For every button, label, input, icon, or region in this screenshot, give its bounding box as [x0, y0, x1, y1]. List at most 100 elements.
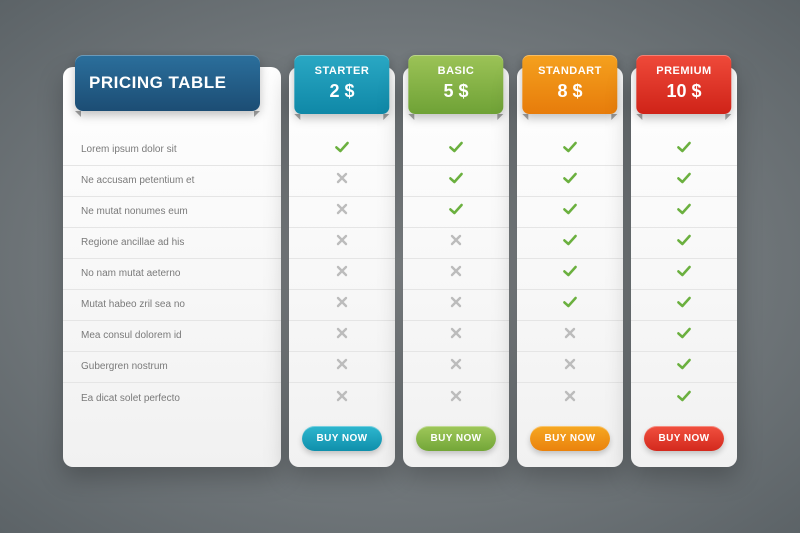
plan-column: STARTER 2 $ BUY NOW: [289, 67, 395, 467]
cross-icon: [334, 201, 350, 222]
buy-now-button[interactable]: BUY NOW: [416, 426, 497, 451]
check-icon: [562, 170, 578, 191]
plan-name: BASIC: [408, 65, 503, 77]
cross-icon: [448, 325, 464, 346]
check-icon: [562, 232, 578, 253]
header-ribbon: PRICING TABLE: [75, 55, 260, 111]
cross-icon: [562, 325, 578, 346]
buy-now-button[interactable]: BUY NOW: [302, 426, 383, 451]
plan-cell: [289, 135, 395, 166]
check-icon: [676, 139, 692, 160]
check-icon: [448, 139, 464, 160]
plan-cell: [403, 259, 509, 290]
check-icon: [676, 388, 692, 409]
cross-icon: [562, 388, 578, 409]
cross-icon: [334, 294, 350, 315]
check-icon: [448, 201, 464, 222]
plan-name: STANDART: [522, 65, 617, 77]
plan-cell: [517, 135, 623, 166]
plan-ribbon: BASIC 5 $: [408, 55, 503, 114]
check-icon: [676, 325, 692, 346]
plan-cell: [289, 197, 395, 228]
plan-cell: [403, 197, 509, 228]
cross-icon: [334, 325, 350, 346]
check-icon: [448, 170, 464, 191]
features-column: PRICING TABLE Lorem ipsum dolor sitNe ac…: [63, 67, 281, 467]
plan-cell: [517, 197, 623, 228]
plan-cell: [631, 228, 737, 259]
cross-icon: [448, 356, 464, 377]
plan-cell: [289, 383, 395, 414]
plan-cell: [403, 290, 509, 321]
plan-price: 8 $: [522, 81, 617, 102]
plan-cell: [517, 321, 623, 352]
plan-cell: [631, 352, 737, 383]
feature-label: Gubergren nostrum: [63, 352, 281, 383]
pricing-title: PRICING TABLE: [89, 73, 226, 92]
plan-cell: [631, 135, 737, 166]
cross-icon: [448, 294, 464, 315]
plan-name: PREMIUM: [636, 65, 731, 77]
cross-icon: [562, 356, 578, 377]
plan-cell: [403, 352, 509, 383]
feature-label: Lorem ipsum dolor sit: [63, 135, 281, 166]
plan-cell: [403, 383, 509, 414]
plan-cell: [517, 383, 623, 414]
check-icon: [676, 294, 692, 315]
check-icon: [676, 263, 692, 284]
plan-cell: [289, 290, 395, 321]
feature-rows: Lorem ipsum dolor sitNe accusam petentiu…: [63, 135, 281, 417]
buy-now-button[interactable]: BUY NOW: [644, 426, 725, 451]
check-icon: [676, 356, 692, 377]
cross-icon: [448, 388, 464, 409]
plan-column: PREMIUM 10 $ BUY NOW: [631, 67, 737, 467]
plan-cell: [631, 383, 737, 414]
plan-cell: [289, 228, 395, 259]
plan-cell: [403, 321, 509, 352]
plan-price: 10 $: [636, 81, 731, 102]
buy-now-button[interactable]: BUY NOW: [530, 426, 611, 451]
check-icon: [562, 263, 578, 284]
feature-label: Ne accusam petentium et: [63, 166, 281, 197]
check-icon: [562, 201, 578, 222]
plan-cell: [517, 352, 623, 383]
check-icon: [676, 170, 692, 191]
feature-label: Ne mutat nonumes eum: [63, 197, 281, 228]
check-icon: [562, 139, 578, 160]
plan-rows: [631, 135, 737, 414]
plan-cell: [631, 290, 737, 321]
plan-cell: [631, 166, 737, 197]
plan-cell: [403, 228, 509, 259]
plan-footer: BUY NOW: [289, 414, 395, 467]
plan-rows: [517, 135, 623, 414]
plan-cell: [631, 259, 737, 290]
plan-rows: [289, 135, 395, 414]
plan-price: 2 $: [294, 81, 389, 102]
plan-cell: [517, 166, 623, 197]
cross-icon: [448, 232, 464, 253]
plan-cell: [289, 352, 395, 383]
plan-footer: BUY NOW: [631, 414, 737, 467]
plan-ribbon: PREMIUM 10 $: [636, 55, 731, 114]
plan-cell: [517, 290, 623, 321]
cross-icon: [334, 356, 350, 377]
feature-label: Ea dicat solet perfecto: [63, 383, 281, 414]
cross-icon: [334, 388, 350, 409]
cross-icon: [334, 170, 350, 191]
plan-ribbon: STARTER 2 $: [294, 55, 389, 114]
features-footer: [63, 417, 281, 467]
feature-label: No nam mutat aeterno: [63, 259, 281, 290]
plan-cell: [289, 166, 395, 197]
check-icon: [676, 232, 692, 253]
plan-cell: [289, 259, 395, 290]
plan-cell: [631, 197, 737, 228]
plan-column: BASIC 5 $ BUY NOW: [403, 67, 509, 467]
plan-cell: [289, 321, 395, 352]
feature-label: Regione ancillae ad his: [63, 228, 281, 259]
plan-cell: [403, 166, 509, 197]
plan-price: 5 $: [408, 81, 503, 102]
plan-cell: [403, 135, 509, 166]
plan-name: STARTER: [294, 65, 389, 77]
plan-cell: [517, 259, 623, 290]
check-icon: [676, 201, 692, 222]
